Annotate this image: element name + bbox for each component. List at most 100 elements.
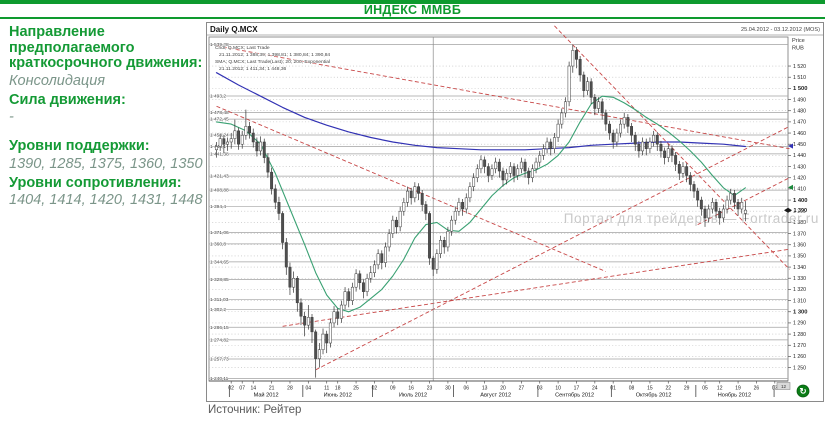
svg-text:26: 26 <box>754 386 760 392</box>
svg-text:1 274,82: 1 274,82 <box>210 337 229 343</box>
svg-text:11: 11 <box>324 386 329 392</box>
direction-label: Направление предполагаемого краткосрочно… <box>9 24 203 71</box>
svg-text:SMA; Q.MCX; Last Trade(Last);: SMA; Q.MCX; Last Trade(Last); 20; 200; E… <box>215 59 330 65</box>
svg-text:19: 19 <box>735 386 741 392</box>
svg-text:15: 15 <box>647 386 653 392</box>
chart-header: Daily Q.MCX 25.04.2012 - 03.12.2012 (MOS) <box>207 25 823 36</box>
watermark: Портал для трейдеров — Fortrader.ru <box>564 211 819 226</box>
svg-text:Daily Q.MCX: Daily Q.MCX <box>210 25 258 34</box>
svg-text:Май 2012: Май 2012 <box>254 392 279 399</box>
svg-text:06: 06 <box>463 386 469 392</box>
svg-text:Октябрь 2012: Октябрь 2012 <box>636 393 672 399</box>
svg-text:1 270: 1 270 <box>793 343 806 349</box>
svg-text:1 460: 1 460 <box>793 131 806 137</box>
svg-text:1 344,65: 1 344,65 <box>210 259 229 265</box>
svg-text:1 320: 1 320 <box>793 287 806 293</box>
svg-text:1 340: 1 340 <box>793 265 806 271</box>
svg-text:1 478,48: 1 478,48 <box>210 110 229 116</box>
svg-text:07: 07 <box>239 386 245 392</box>
svg-text:Сентябрь 2012: Сентябрь 2012 <box>555 393 594 399</box>
svg-text:1 250: 1 250 <box>793 365 806 371</box>
svg-text:12: 12 <box>781 384 787 389</box>
svg-text:17: 17 <box>574 386 580 392</box>
svg-text:22: 22 <box>666 386 672 392</box>
strength-label: Сила движения: <box>9 91 126 108</box>
svg-text:1 370: 1 370 <box>793 231 806 237</box>
svg-text:Июнь 2012: Июнь 2012 <box>324 393 352 399</box>
svg-text:1 539,28: 1 539,28 <box>210 42 229 48</box>
support-resistance-levels: 1 539,28 1 493,2 1 478,481 472,45 1 458,24 1… <box>209 42 788 383</box>
svg-text:1 280: 1 280 <box>793 332 806 338</box>
svg-text:02: 02 <box>228 386 234 392</box>
svg-text:1 350: 1 350 <box>793 254 806 260</box>
svg-text:23: 23 <box>427 386 433 392</box>
source-label: Источник: Рейтер <box>208 404 302 416</box>
x-axis: 02 07 14 21 28 04 11 18 25 02 09 16 23 30 06 13 20 27 03 10… <box>209 380 788 399</box>
svg-text:14: 14 <box>250 386 256 392</box>
ema20-line <box>215 95 746 313</box>
svg-text:05: 05 <box>702 386 708 392</box>
svg-text:1 260: 1 260 <box>793 354 806 360</box>
svg-text:Cndl; Q.MCX; Last Trade: Cndl; Q.MCX; Last Trade <box>215 45 270 51</box>
svg-text:1 328,85: 1 328,85 <box>210 277 229 283</box>
svg-text:1 394,4: 1 394,4 <box>210 204 226 210</box>
ema200-line <box>215 72 747 151</box>
svg-text:09: 09 <box>390 386 396 392</box>
svg-text:04: 04 <box>306 386 312 392</box>
resistance-value: 1404, 1414, 1420, 1431, 1448 <box>9 192 203 208</box>
svg-text:1 480: 1 480 <box>793 109 806 115</box>
svg-text:1 240,11: 1 240,11 <box>210 376 229 382</box>
svg-text:1 302,2: 1 302,2 <box>210 307 226 313</box>
svg-text:Август 2012: Август 2012 <box>480 393 511 399</box>
svg-text:1 472,45: 1 472,45 <box>210 117 229 123</box>
svg-text:1 300: 1 300 <box>793 310 808 316</box>
svg-text:1 493,2: 1 493,2 <box>210 94 226 100</box>
svg-text:18: 18 <box>335 386 341 392</box>
svg-text:28: 28 <box>287 386 293 392</box>
svg-text:1 470: 1 470 <box>793 120 806 126</box>
svg-text:1 450: 1 450 <box>793 142 806 148</box>
svg-text:Июль 2012: Июль 2012 <box>399 393 427 399</box>
svg-text:1 408,88: 1 408,88 <box>210 188 229 194</box>
header-divider <box>0 17 825 19</box>
scrollbar-thumb[interactable]: 12 <box>776 382 791 390</box>
svg-text:1 390: 1 390 <box>793 209 806 215</box>
svg-text:21: 21 <box>269 386 275 392</box>
resistance-label: Уровни сопротивления: <box>9 174 182 191</box>
svg-text:1 520: 1 520 <box>793 64 806 70</box>
svg-text:1 330: 1 330 <box>793 276 806 282</box>
svg-text:10: 10 <box>555 386 561 392</box>
candles <box>215 44 747 378</box>
svg-text:24: 24 <box>592 386 598 392</box>
svg-text:1 380: 1 380 <box>793 220 806 226</box>
svg-text:1 400: 1 400 <box>793 198 808 204</box>
svg-text:02: 02 <box>372 386 378 392</box>
svg-text:1 421,43: 1 421,43 <box>210 174 229 180</box>
svg-text:1 290: 1 290 <box>793 321 806 327</box>
svg-text:25: 25 <box>353 386 359 392</box>
svg-text:27: 27 <box>519 386 525 392</box>
grid <box>209 65 788 368</box>
svg-text:30: 30 <box>445 386 451 392</box>
svg-text:↻: ↻ <box>799 386 806 396</box>
svg-text:03: 03 <box>772 386 778 392</box>
analysis-sidebar: Направление предполагаемого краткосрочно… <box>9 22 203 212</box>
svg-text:1 420: 1 420 <box>793 176 806 182</box>
refresh-icon[interactable]: ↻ <box>796 384 810 398</box>
svg-text:1 371,06: 1 371,06 <box>210 230 229 236</box>
chart-panel: Daily Q.MCX 25.04.2012 - 03.12.2012 (MOS)… <box>206 22 824 402</box>
svg-text:21.11.2012; 1 411,34; 1 448,36: 21.11.2012; 1 411,34; 1 448,36 <box>219 66 287 72</box>
strength-value: - <box>9 109 14 125</box>
svg-text:1 257,73: 1 257,73 <box>210 357 229 363</box>
svg-text:25.04.2012 - 03.12.2012 (MOS): 25.04.2012 - 03.12.2012 (MOS) <box>741 27 820 33</box>
axis-markers: 1 390 <box>784 143 808 215</box>
svg-text:1 510: 1 510 <box>793 75 806 81</box>
svg-text:1 430: 1 430 <box>793 164 806 170</box>
svg-text:1 360,8: 1 360,8 <box>210 241 226 247</box>
svg-text:1 441,38: 1 441,38 <box>210 151 229 157</box>
svg-text:01: 01 <box>610 386 616 392</box>
svg-text:1 448,1: 1 448,1 <box>210 144 226 150</box>
price-chart: Daily Q.MCX 25.04.2012 - 03.12.2012 (MOS)… <box>207 25 823 399</box>
